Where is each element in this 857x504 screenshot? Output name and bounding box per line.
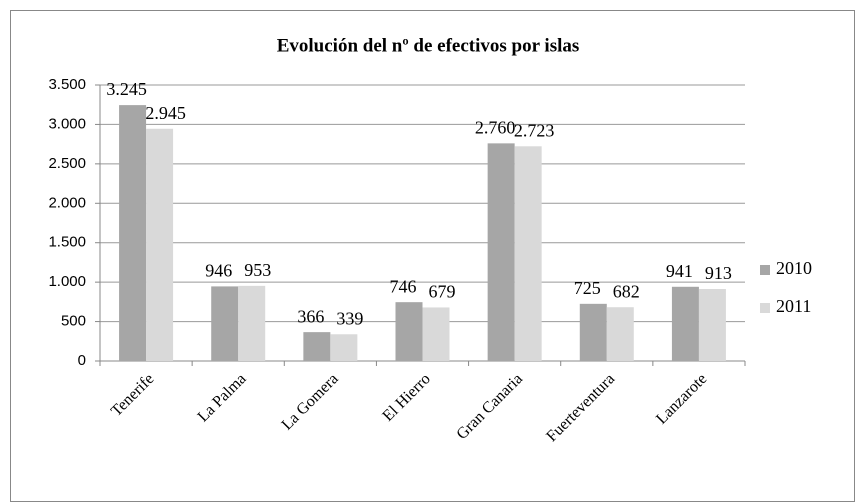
- legend-label: 2010: [776, 258, 812, 278]
- bar: [422, 307, 450, 361]
- y-tick-label: 0: [78, 352, 86, 369]
- y-tick-label: 1.500: [48, 234, 86, 251]
- bar: [330, 334, 358, 361]
- legend-swatch: [760, 303, 770, 313]
- data-label: 913: [705, 263, 732, 283]
- data-label: 366: [297, 306, 324, 326]
- legend-swatch: [760, 265, 770, 275]
- data-label: 679: [429, 282, 456, 302]
- data-label: 339: [336, 308, 363, 328]
- y-tick-label: 2.500: [48, 155, 86, 172]
- y-tick-label: 3.000: [48, 115, 86, 132]
- bar: [579, 303, 607, 361]
- bar: [146, 128, 174, 361]
- data-label: 746: [390, 276, 417, 296]
- bar: [211, 286, 239, 361]
- bar: [671, 286, 699, 361]
- y-tick-label: 3.500: [48, 76, 86, 93]
- y-tick-label: 500: [61, 313, 86, 330]
- bar: [606, 307, 634, 361]
- bar: [698, 289, 726, 361]
- data-label: 2.945: [145, 103, 186, 123]
- data-label: 2.723: [514, 120, 555, 140]
- bar: [487, 143, 515, 361]
- data-label: 682: [613, 281, 640, 301]
- y-tick-label: 2.000: [48, 194, 86, 211]
- data-label: 953: [244, 260, 271, 280]
- legend-label: 2011: [776, 296, 811, 316]
- bar: [395, 302, 423, 361]
- data-label: 941: [666, 261, 693, 281]
- y-tick-label: 1.000: [48, 273, 86, 290]
- bar: [514, 146, 542, 361]
- data-label: 3.245: [106, 79, 147, 99]
- data-label: 725: [574, 278, 601, 298]
- bar: [303, 332, 331, 361]
- data-label: 2.760: [475, 117, 516, 137]
- bar: [238, 285, 266, 361]
- bar: [119, 105, 147, 361]
- chart-title: Evolución del nº de efectivos por islas: [277, 35, 580, 56]
- data-label: 946: [205, 261, 232, 281]
